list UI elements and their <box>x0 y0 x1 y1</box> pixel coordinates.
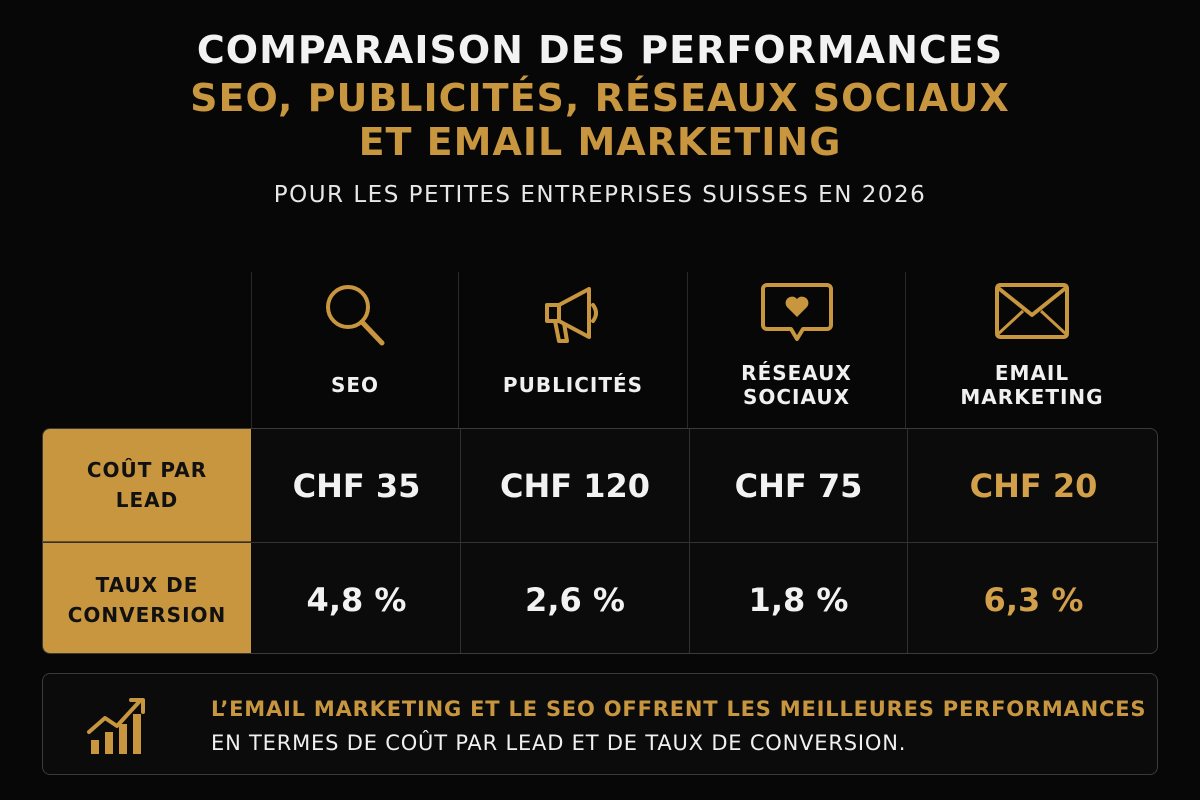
header-separator <box>251 272 252 432</box>
title-line-1: COMPARAISON DES PERFORMANCES <box>196 28 1004 72</box>
value-publicites: CHF 120 <box>499 466 651 505</box>
value-publicites: 2,6 % <box>525 580 625 619</box>
comparison-table: COÛT PAR LEAD CHF 35 CHF 120 CHF 75 CHF 2… <box>42 428 1158 654</box>
growth-chart-icon <box>87 698 145 754</box>
header-separator <box>905 272 906 432</box>
column-label: PUBLICITÉS <box>502 373 644 397</box>
row-label: TAUX DE CONVERSION <box>43 543 251 653</box>
header-separator <box>687 272 688 432</box>
header-separator <box>458 272 459 432</box>
chat-heart-icon <box>760 283 833 341</box>
column-separator <box>460 429 461 653</box>
title-line-2: SEO, PUBLICITÉS, RÉSEAUX SOCIAUX <box>190 76 1010 120</box>
row-label: COÛT PAR LEAD <box>43 429 251 542</box>
value-seo: 4,8 % <box>306 580 407 619</box>
table-row-taux-de-conversion: TAUX DE CONVERSION 4,8 % 2,6 % 1,8 % 6,3 … <box>43 542 1157 653</box>
column-separator <box>689 429 690 653</box>
conclusion-line-1: L’EMAIL MARKETING ET LE SEO OFFRENT LES … <box>211 697 1147 721</box>
value-email-marketing: 6,3 % <box>983 580 1084 619</box>
search-icon <box>326 285 385 346</box>
value-reseaux-sociaux: 1,8 % <box>748 580 849 619</box>
megaphone-icon <box>545 287 598 343</box>
column-header-seo: SEO <box>252 275 458 430</box>
column-header-reseaux-sociaux: RÉSEAUX SOCIAUX <box>688 275 905 430</box>
column-label: RÉSEAUX SOCIAUX <box>741 361 852 409</box>
conclusion-line-2: EN TERMES DE COÛT PAR LEAD ET DE TAUX DE… <box>211 731 907 755</box>
title-line-3: ET EMAIL MARKETING <box>358 120 842 164</box>
column-separator <box>907 429 908 653</box>
column-header-publicites: PUBLICITÉS <box>459 275 687 430</box>
column-header-email-marketing: EMAIL MARKETING <box>906 275 1158 430</box>
value-email-marketing: CHF 20 <box>969 466 1098 505</box>
table-row-cout-par-lead: COÛT PAR LEAD CHF 35 CHF 120 CHF 75 CHF 2… <box>43 429 1157 542</box>
subtitle: POUR LES PETITES ENTREPRISES SUISSES EN … <box>273 182 927 208</box>
title-block: COMPARAISON DES PERFORMANCES SEO, PUBLIC… <box>0 28 1200 208</box>
column-label: EMAIL MARKETING <box>960 361 1104 409</box>
conclusion-callout: L’EMAIL MARKETING ET LE SEO OFFRENT LES … <box>42 673 1158 775</box>
envelope-icon <box>995 283 1069 339</box>
value-seo: CHF 35 <box>292 466 421 505</box>
value-reseaux-sociaux: CHF 75 <box>734 466 863 505</box>
column-label: SEO <box>330 373 380 397</box>
